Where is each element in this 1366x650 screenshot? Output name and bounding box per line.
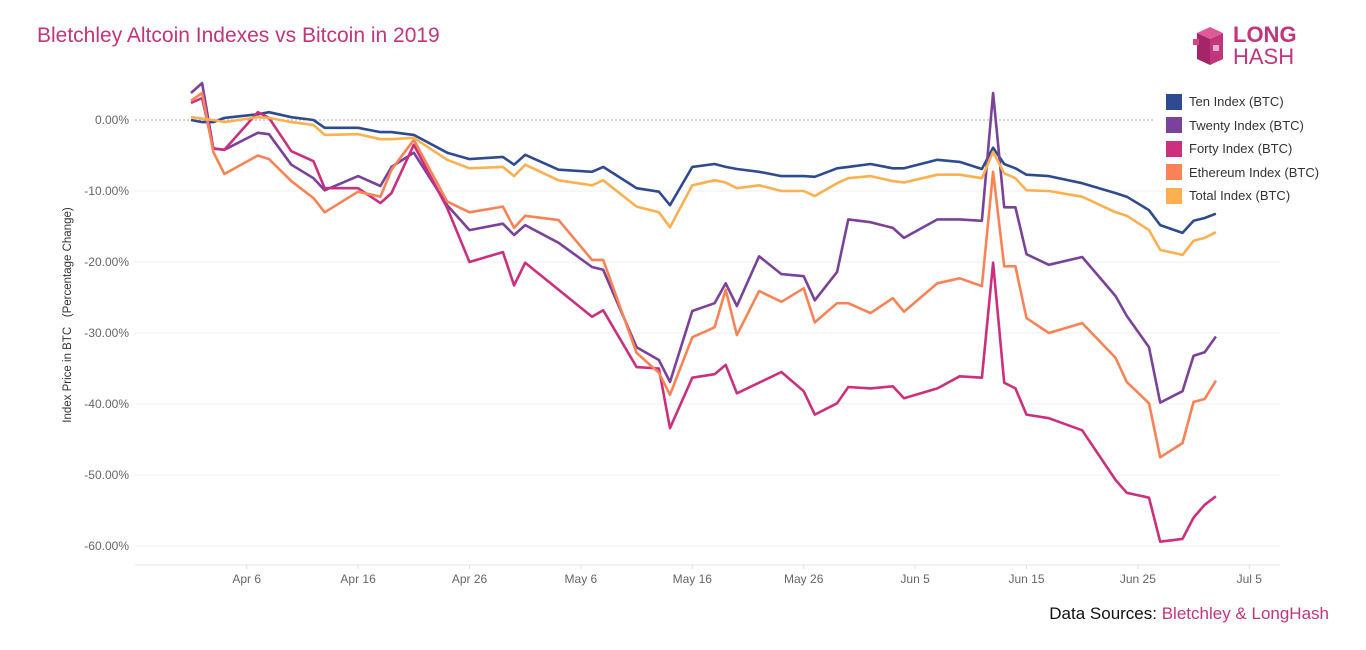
legend-label: Ethereum Index (BTC) xyxy=(1189,164,1320,180)
logo-text-hash: HASH xyxy=(1233,44,1295,69)
longhash-logo: LONG HASH xyxy=(1193,24,1297,68)
legend-label: Total Index (BTC) xyxy=(1189,188,1291,204)
y-tick-label: -30.00% xyxy=(84,326,129,340)
legend-label: Twenty Index (BTC) xyxy=(1189,117,1304,133)
y-tick-label: 0.00% xyxy=(95,113,129,127)
x-tick-label: Apr 6 xyxy=(232,572,261,586)
gridlines xyxy=(135,119,1280,547)
data-sources: Data Sources: Bletchley & LongHash xyxy=(1049,604,1329,624)
x-tick-label: Apr 26 xyxy=(452,572,488,586)
legend-item-ten[interactable]: Ten Index (BTC) xyxy=(1166,90,1319,114)
data-sources-prefix: Data Sources: xyxy=(1049,604,1162,623)
chart-title: Bletchley Altcoin Indexes vs Bitcoin in … xyxy=(37,24,440,47)
legend-swatch xyxy=(1166,187,1182,204)
data-sources-names: Bletchley & LongHash xyxy=(1161,604,1329,623)
y-axis-label: Index Price in BTC (Percentage Change) xyxy=(62,207,74,423)
legend: Ten Index (BTC) Twenty Index (BTC) Forty… xyxy=(1166,90,1319,208)
legend-swatch xyxy=(1166,117,1182,134)
y-tick-label: -60.00% xyxy=(84,539,129,553)
y-tick-label: -20.00% xyxy=(84,255,129,269)
series-line-twenty xyxy=(190,81,1217,404)
series-line-forty xyxy=(190,96,1217,544)
series-line-ten xyxy=(190,110,1217,235)
series-line-total xyxy=(190,115,1217,257)
legend-item-total[interactable]: Total Index (BTC) xyxy=(1166,184,1319,208)
x-tick-label: May 6 xyxy=(565,572,598,586)
x-tick-label: Apr 16 xyxy=(340,572,376,586)
legend-swatch xyxy=(1166,93,1182,110)
x-tick-label: May 16 xyxy=(673,572,713,586)
logo-text-long: LONG xyxy=(1233,22,1297,47)
legend-item-twenty[interactable]: Twenty Index (BTC) xyxy=(1166,114,1319,138)
x-tick-label: Jun 5 xyxy=(900,572,930,586)
cube-logo-icon xyxy=(1193,27,1223,65)
y-axis: 0.00% -10.00% -20.00% -30.00% -40.00% -50.00%… xyxy=(84,113,129,553)
y-tick-label: -10.00% xyxy=(84,184,129,198)
x-tick-label: Jun 15 xyxy=(1008,572,1044,586)
y-tick-label: -50.00% xyxy=(84,468,129,482)
y-tick-label: -40.00% xyxy=(84,397,129,411)
legend-label: Ten Index (BTC) xyxy=(1189,94,1284,110)
x-tick-label: May 26 xyxy=(784,572,824,586)
x-tick-label: Jun 25 xyxy=(1120,572,1156,586)
legend-swatch xyxy=(1166,140,1182,157)
legend-item-forty[interactable]: Forty Index (BTC) xyxy=(1166,137,1319,161)
series-line-ethereum xyxy=(190,91,1218,459)
x-tick-label: Jul 5 xyxy=(1237,572,1263,586)
legend-label: Forty Index (BTC) xyxy=(1189,141,1293,157)
legend-item-ethereum[interactable]: Ethereum Index (BTC) xyxy=(1166,161,1319,185)
x-axis: Apr 6 Apr 16 Apr 26 May 6 May 16 May 26 Jun 5 J… xyxy=(135,564,1280,586)
series-lines xyxy=(190,81,1218,544)
legend-swatch xyxy=(1166,164,1182,181)
